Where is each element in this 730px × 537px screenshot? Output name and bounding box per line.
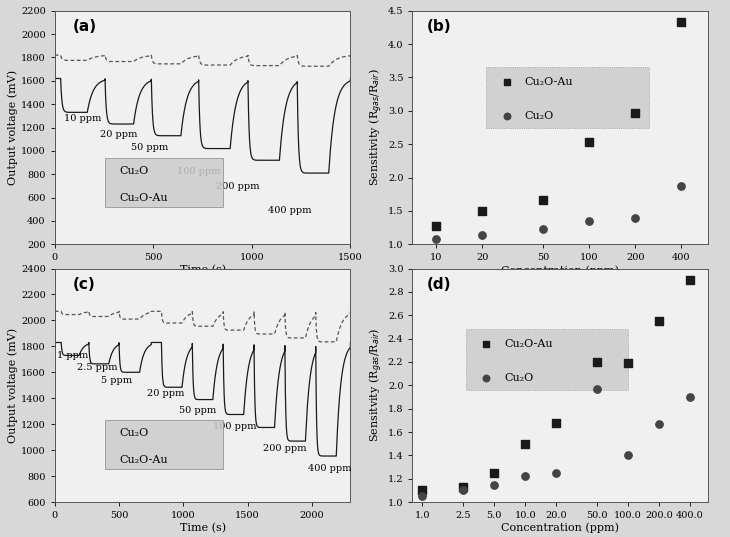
X-axis label: Concentration (ppm): Concentration (ppm) <box>502 265 619 275</box>
Text: (a): (a) <box>72 19 96 34</box>
Text: Cu₂O: Cu₂O <box>525 111 554 121</box>
Text: 400 ppm: 400 ppm <box>268 206 311 215</box>
Point <box>583 216 595 226</box>
Text: 50 ppm: 50 ppm <box>131 143 168 152</box>
Text: 1 ppm: 1 ppm <box>57 351 88 360</box>
Text: Cu₂O: Cu₂O <box>120 428 149 438</box>
Point <box>201 270 213 279</box>
Point <box>430 222 442 230</box>
Y-axis label: Sensitivity (R$_{gas}$/R$_{air}$): Sensitivity (R$_{gas}$/R$_{air}$) <box>368 69 385 186</box>
Bar <box>486 67 649 128</box>
Point <box>537 196 549 205</box>
Point <box>583 138 595 147</box>
Point <box>675 18 687 26</box>
Point <box>591 358 603 366</box>
Text: 20 ppm: 20 ppm <box>100 130 137 139</box>
Text: 200 ppm: 200 ppm <box>263 445 307 453</box>
Point <box>653 419 665 428</box>
Text: 100 ppm: 100 ppm <box>213 423 256 431</box>
Point <box>520 439 531 448</box>
Y-axis label: Output voltage (mV): Output voltage (mV) <box>7 70 18 185</box>
X-axis label: Concentration (ppm): Concentration (ppm) <box>502 523 619 533</box>
Point <box>458 483 469 491</box>
Point <box>520 472 531 481</box>
Point <box>622 451 634 460</box>
Text: 50 ppm: 50 ppm <box>180 405 217 415</box>
X-axis label: Time (s): Time (s) <box>180 523 226 533</box>
Point <box>477 207 488 215</box>
Y-axis label: Output voltage (mV): Output voltage (mV) <box>7 328 18 443</box>
Point <box>488 480 500 489</box>
Bar <box>105 420 223 469</box>
Point <box>684 276 696 285</box>
Point <box>684 393 696 401</box>
Text: 200 ppm: 200 ppm <box>216 183 260 191</box>
Point <box>622 359 634 367</box>
Text: (b): (b) <box>427 19 452 34</box>
Text: 100 ppm: 100 ppm <box>177 167 220 176</box>
Point <box>458 486 469 495</box>
Text: Cu₂O: Cu₂O <box>504 373 534 383</box>
Text: 10 ppm: 10 ppm <box>64 113 101 122</box>
Text: Cu₂O-Au: Cu₂O-Au <box>525 77 574 87</box>
Point <box>430 235 442 243</box>
Bar <box>466 329 629 390</box>
Point <box>417 486 429 495</box>
Point <box>550 418 562 427</box>
Point <box>591 384 603 393</box>
Text: Cu₂O-Au: Cu₂O-Au <box>120 193 169 202</box>
X-axis label: Time (s): Time (s) <box>180 265 226 275</box>
Point <box>488 469 500 477</box>
Text: Cu₂O-Au: Cu₂O-Au <box>120 455 169 465</box>
Text: 20 ppm: 20 ppm <box>147 389 185 398</box>
Point <box>537 224 549 233</box>
Point <box>629 213 641 222</box>
Y-axis label: Sensitvity (R$_{gas}$/R$_{air}$): Sensitvity (R$_{gas}$/R$_{air}$) <box>368 328 385 442</box>
Text: 400 ppm: 400 ppm <box>308 464 351 473</box>
Point <box>629 108 641 117</box>
Point <box>477 231 488 240</box>
Point <box>653 317 665 325</box>
Point <box>417 492 429 500</box>
Text: 5 ppm: 5 ppm <box>101 376 132 384</box>
Bar <box>105 158 223 207</box>
Text: Cu₂O: Cu₂O <box>120 166 149 176</box>
Point <box>201 260 213 269</box>
Text: 2.5 ppm: 2.5 ppm <box>77 362 118 372</box>
Text: (d): (d) <box>427 277 452 292</box>
Point <box>675 182 687 191</box>
Point <box>355 536 366 537</box>
Point <box>550 469 562 477</box>
Text: Cu₂O-Au: Cu₂O-Au <box>504 339 553 350</box>
Text: (c): (c) <box>72 277 95 292</box>
